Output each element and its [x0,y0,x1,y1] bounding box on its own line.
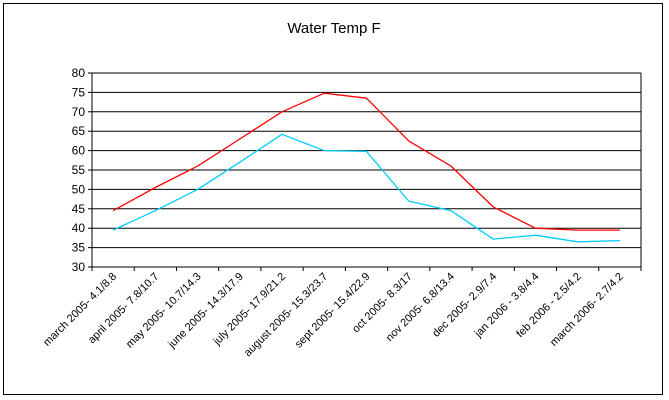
y-tick-label: 35 [72,241,86,255]
y-tick-label: 30 [72,260,86,274]
x-tick-label: august 2005- 15.3/23.7 [242,271,330,359]
series-line-2 [112,133,620,243]
series-line-1 [112,92,620,231]
series-lines [112,92,620,243]
axes [88,72,642,271]
y-tick-label: 55 [72,163,86,177]
y-tick-label: 70 [72,105,86,119]
line-chart: Water Temp F 30 35 40 45 50 55 60 65 70 75 80 marc… [41,20,642,359]
x-tick-label: sept 2005- 15.4/22.9 [293,271,373,351]
x-tick-label: march 2005- 4.1/8.8 [41,271,119,349]
y-tick-labels: 30 35 40 45 50 55 60 65 70 75 80 [72,66,86,274]
y-tick-label: 50 [72,182,86,196]
x-tick-label: march 2006- 2.7/4.2 [548,271,626,349]
chart-frame: Water Temp F 30 35 40 45 50 55 60 65 70 75 80 marc… [3,3,663,395]
chart-title: Water Temp F [287,20,380,37]
y-tick-label: 75 [72,85,86,99]
x-tick-label: june 2005- 14.3/17.9 [165,271,246,352]
y-tick-label: 65 [72,124,86,138]
y-tick-label: 60 [72,144,86,158]
gridlines [92,72,641,249]
y-tick-label: 80 [72,66,86,80]
x-tick-label: april 2005- 7.8/10.7 [86,271,162,347]
y-tick-label: 45 [72,202,86,216]
y-tick-label: 40 [72,221,86,235]
x-tick-label: july 2005- 17.9/21.2 [211,271,289,349]
x-tick-label: may 2005- 10.7/14.3 [124,271,204,351]
